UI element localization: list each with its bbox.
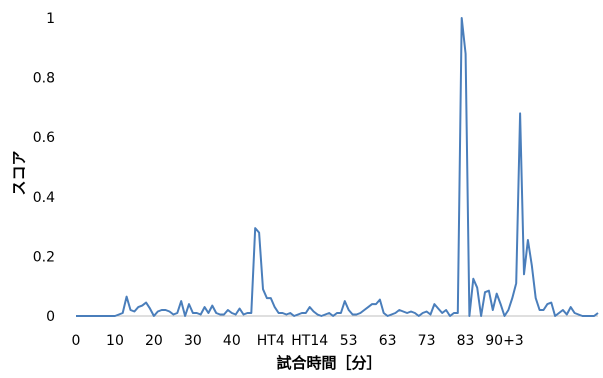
x-axis-title: 試合時間［分］ <box>276 354 381 372</box>
y-tick-label: 1 <box>46 11 55 27</box>
y-axis-ticks: 0 0.2 0.4 0.6 0.8 1 <box>33 11 55 325</box>
y-tick-label: 0 <box>46 309 55 325</box>
x-tick-label: 63 <box>379 333 397 349</box>
x-tick-label: 73 <box>418 333 436 349</box>
y-tick-label: 0.8 <box>33 71 55 87</box>
x-tick-label: 90+3 <box>485 333 523 349</box>
y-axis-title: スコア <box>10 150 28 195</box>
series-line <box>76 17 599 317</box>
x-tick-label: 40 <box>223 333 241 349</box>
x-tick-label: 30 <box>184 333 202 349</box>
x-tick-label: 0 <box>72 333 81 349</box>
x-tick-label: 53 <box>340 333 358 349</box>
x-tick-label: 83 <box>457 333 475 349</box>
y-tick-label: 0.6 <box>33 130 55 146</box>
x-tick-label: HT4 <box>257 333 285 349</box>
x-tick-label: HT14 <box>291 333 328 349</box>
series-layer <box>76 17 599 317</box>
x-tick-label: 10 <box>106 333 124 349</box>
y-tick-label: 0.2 <box>33 249 55 265</box>
x-tick-label: 20 <box>145 333 163 349</box>
y-tick-label: 0.4 <box>33 190 55 206</box>
x-axis-ticks: 0 10 20 30 40 HT4 HT14 53 63 73 83 90+3 <box>72 333 524 349</box>
